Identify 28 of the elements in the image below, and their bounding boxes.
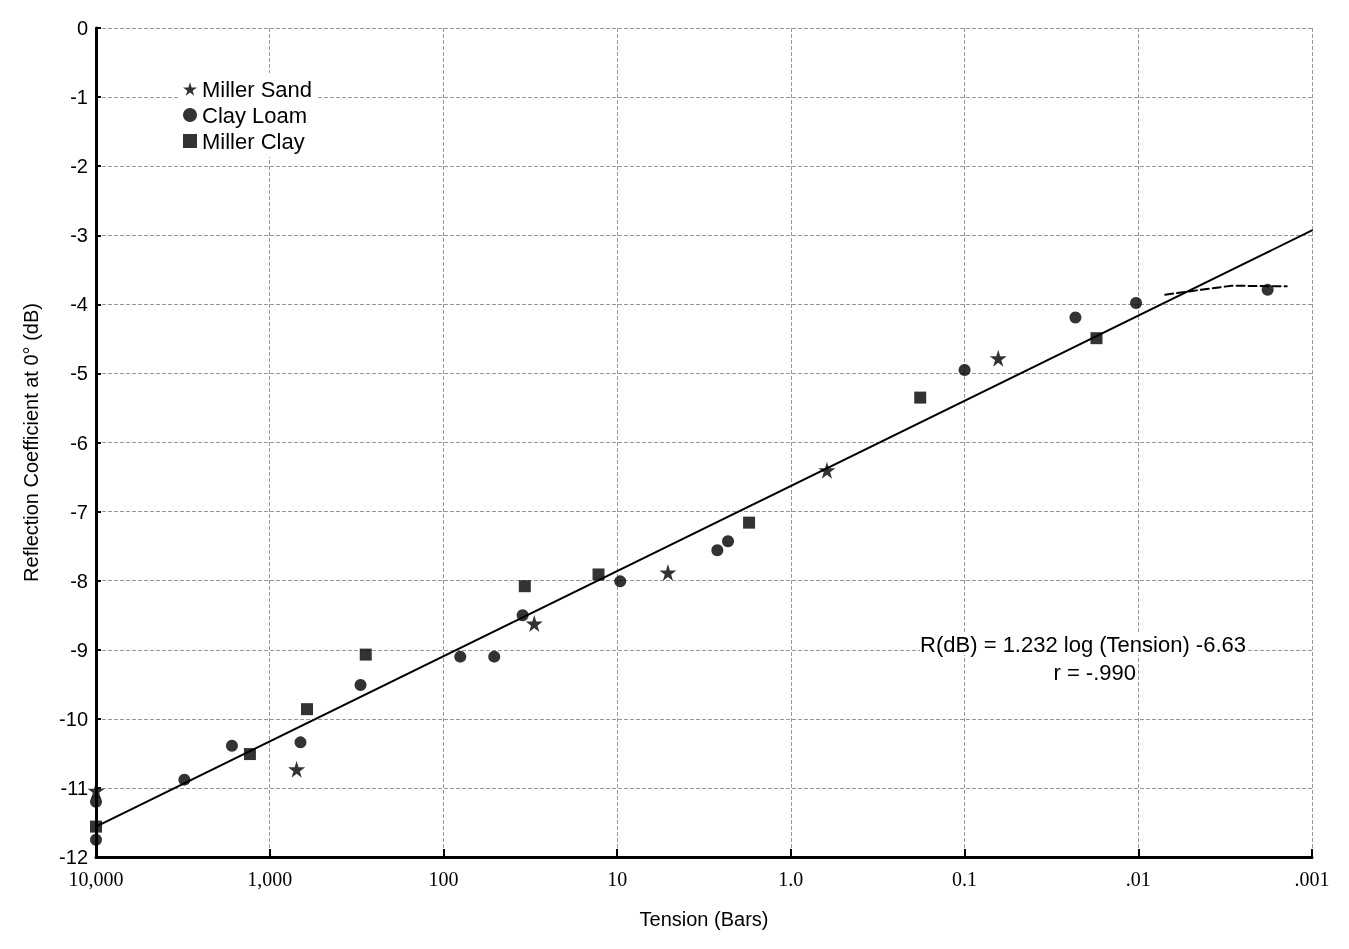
x-tick-label: .01: [1125, 868, 1151, 890]
x-tick-label: 1,000: [247, 868, 293, 890]
x-tick-label: .001: [1294, 868, 1330, 890]
y-tick-label: -1: [70, 86, 88, 109]
x-tick-label: 1.0: [778, 868, 804, 890]
y-tick-label: -10: [59, 707, 88, 730]
y-tick-label: -11: [60, 776, 88, 799]
x-tick-label: 10,000: [68, 868, 124, 890]
y-tick-label: -7: [70, 500, 88, 523]
y-tick-label: -12: [59, 846, 88, 868]
y-tick-label: -4: [70, 293, 88, 316]
y-tick-label: -8: [70, 569, 88, 592]
annotation: r = -.990: [1053, 659, 1136, 685]
annotation: R(dB) = 1.232 log (Tension) -6.63: [920, 631, 1247, 657]
y-tick-label: -2: [70, 155, 88, 178]
x-tick-label: 0.1: [952, 868, 978, 890]
legend-label: Clay Loam: [202, 102, 308, 128]
y-axis-title: Reflection Coefficient at 0° (dB): [20, 303, 42, 582]
x-axis-title: Tension (Bars): [639, 908, 769, 930]
y-tick-label: 0: [76, 17, 88, 39]
x-tick-label: 100: [428, 868, 459, 890]
x-tick-label: 10: [607, 868, 628, 890]
legend-label: Miller Clay: [202, 128, 305, 154]
y-tick-label: -5: [70, 362, 88, 385]
y-tick-label: -9: [70, 638, 88, 661]
legend-label: Miller Sand: [202, 76, 313, 102]
y-tick-label: -3: [70, 224, 88, 247]
y-tick-label: -6: [70, 431, 88, 454]
